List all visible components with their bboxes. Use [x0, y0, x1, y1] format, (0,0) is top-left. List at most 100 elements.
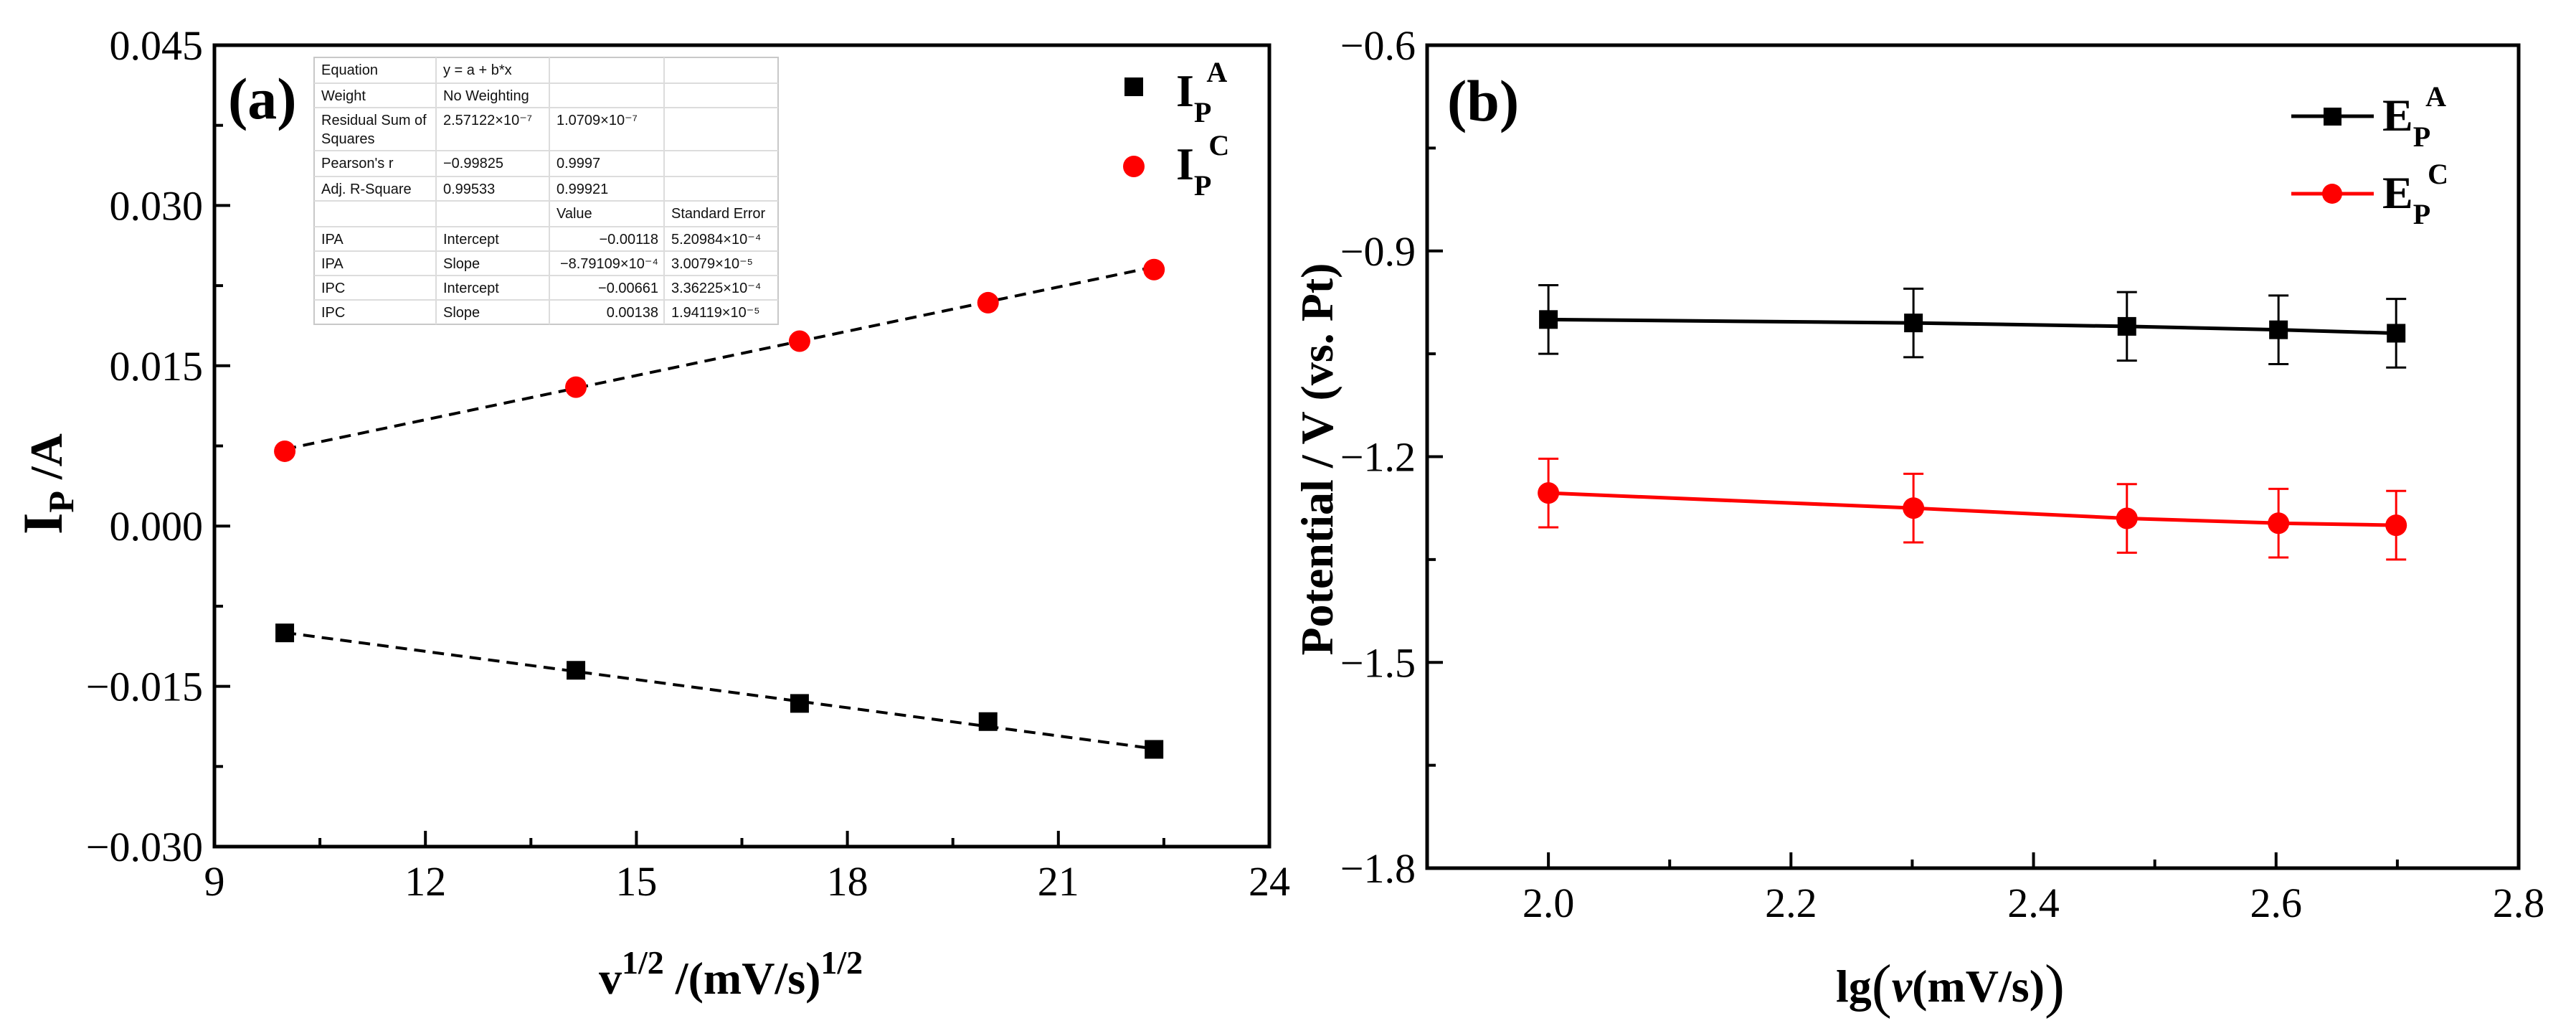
table-cell: −0.00118	[600, 232, 659, 248]
x-tick-label: 15	[615, 858, 657, 905]
legend-item-ipc: IPC	[1123, 129, 1229, 202]
table-cell: 5.20984×10⁻⁴	[671, 232, 761, 248]
data-point-ipc	[1143, 258, 1165, 281]
data-point-epa	[2387, 324, 2406, 343]
x-tick-label: 18	[827, 858, 868, 905]
data-marks-a	[274, 258, 1165, 759]
table-row: Adj. R-Square 0.99533 0.99921	[321, 182, 608, 197]
table-cell: 0.9997	[557, 156, 600, 171]
panel-label-a: (a)	[228, 66, 297, 131]
x-tick-label: 2.4	[2007, 880, 2060, 926]
table-cell: Standard Error	[671, 206, 766, 222]
table-row: Value Standard Error	[557, 206, 766, 222]
data-point-ipa	[275, 623, 295, 643]
data-point-epa	[1904, 314, 1923, 333]
table-cell: Adj. R-Square	[321, 182, 412, 197]
table-cell: 0.99921	[557, 182, 608, 197]
table-cell: 3.36225×10⁻⁴	[671, 281, 761, 296]
series-line-epa	[1548, 317, 2397, 335]
fit-line-ipa	[284, 631, 1155, 750]
legend-label-ipc: IPC	[1176, 129, 1229, 202]
table-cell: Slope	[443, 305, 480, 321]
table-cell: 3.0079×10⁻⁵	[671, 256, 753, 272]
y-axis-label-b: Potential / V (vs. Pt)	[1292, 263, 1343, 656]
legend-marker-circle	[1123, 156, 1145, 177]
x-tick-label: 12	[404, 858, 446, 905]
table-cell: IPC	[321, 305, 345, 321]
table-cell: 1.0709×10⁻⁷	[557, 113, 638, 128]
table-cell: 1.94119×10⁻⁵	[671, 305, 760, 321]
data-point-ipc	[977, 291, 999, 314]
table-cell: Pearson's r	[321, 156, 394, 171]
table-cell: Slope	[443, 256, 480, 272]
x-axis-label-a: v1/2 /(mV/s)1/2	[599, 944, 863, 1004]
table-cell: IPC	[321, 281, 345, 296]
y-tick-labels-a: −0.030 −0.015 0.000 0.015 0.030 0.045	[86, 22, 203, 870]
panel-b: 2.0 2.2 2.4 2.6 2.8 −1.8 −1.5 −1.2 −0.9 −0.6 (b)…	[1292, 22, 2544, 1020]
y-tick-label: 0.000	[110, 503, 204, 550]
data-point-ipc	[274, 440, 296, 462]
x-tick-labels-a: 9 12 15 18 21 24	[204, 858, 1291, 905]
y-tick-label: −1.2	[1340, 434, 1416, 481]
x-tick-label: 2.8	[2493, 880, 2545, 926]
y-tick-label: −0.015	[86, 664, 203, 710]
data-point-epc	[1903, 497, 1925, 519]
axis-ticks-b	[1426, 44, 2520, 870]
x-tick-label: 2.2	[1765, 880, 1817, 926]
table-cell: −0.99825	[443, 156, 503, 171]
table-row: IPC Intercept −0.00661 3.36225×10⁻⁴	[321, 281, 761, 296]
table-cell: 2.57122×10⁻⁷	[443, 113, 532, 128]
y-tick-label: −0.6	[1340, 22, 1416, 69]
data-marks-b	[1538, 284, 2407, 561]
table-cell: Equation	[321, 62, 378, 78]
table-row: Weight No Weighting	[321, 88, 529, 104]
legend-item-ipa: IPA	[1124, 56, 1227, 128]
data-point-epc	[2268, 512, 2290, 535]
data-point-ipa	[978, 712, 998, 731]
data-point-epa	[1539, 310, 1558, 329]
table-row: Residual Sum of Squares 2.57122×10⁻⁷ 1.0709…	[321, 113, 638, 147]
y-tick-labels-b: −1.8 −1.5 −1.2 −0.9 −0.6	[1340, 22, 1416, 892]
x-axis-label-b: lg(v(mV/s))	[1836, 953, 2065, 1020]
plot-frame-b	[1425, 43, 2521, 870]
x-tick-label: 2.6	[2250, 880, 2303, 926]
y-tick-label: −0.030	[86, 824, 203, 870]
table-row: IPA Slope −8.79109×10⁻⁴ 3.0079×10⁻⁵	[321, 256, 753, 272]
y-tick-label: 0.030	[110, 182, 204, 229]
legend-b: EPA EPC	[2291, 80, 2448, 230]
data-point-epa	[2117, 316, 2136, 336]
legend-label-ipa: IPA	[1176, 56, 1227, 128]
axis-ticks-a	[213, 44, 1271, 848]
data-point-epa	[2269, 320, 2288, 339]
table-cell: Intercept	[443, 232, 499, 248]
table-cell: −0.00661	[598, 281, 658, 296]
y-tick-label: −1.5	[1340, 639, 1416, 686]
table-cell: 0.99533	[443, 182, 495, 197]
table-cell: Weight	[321, 88, 366, 104]
y-tick-label: 0.045	[110, 22, 204, 69]
data-point-epc	[2116, 507, 2138, 529]
legend-marker-square	[2324, 108, 2341, 126]
legend-a: IPA IPC	[1123, 56, 1229, 202]
legend-item-epc: EPC	[2291, 158, 2448, 230]
table-cell: IPA	[321, 256, 344, 272]
x-tick-label: 2.0	[1523, 880, 1575, 926]
data-point-epc	[2385, 514, 2407, 537]
legend-marker-circle	[2322, 184, 2342, 204]
x-tick-labels-b: 2.0 2.2 2.4 2.6 2.8	[1523, 880, 2544, 926]
table-cell: No Weighting	[443, 88, 529, 104]
data-point-epc	[1538, 482, 1560, 504]
table-cell: y = a + b*x	[443, 62, 512, 78]
y-tick-label: −0.9	[1340, 228, 1416, 275]
table-cell: Value	[557, 206, 592, 222]
table-row: IPC Slope 0.00138 1.94119×10⁻⁵	[321, 305, 760, 321]
fit-statistics-table: Equation y = a + b*x Weight No Weighting Res…	[313, 57, 779, 325]
panel-a: 9 12 15 18 21 24 −0.030 −0.015 0.000 0.015 0.030 0…	[11, 22, 1290, 1004]
series-lines-b	[1548, 317, 2397, 527]
x-tick-label: 24	[1249, 858, 1290, 905]
table-cell: Intercept	[443, 281, 499, 296]
fit-lines-a	[284, 265, 1155, 750]
legend-label-epc: EPC	[2382, 158, 2448, 230]
table-cell: Residual Sum of	[321, 113, 427, 128]
